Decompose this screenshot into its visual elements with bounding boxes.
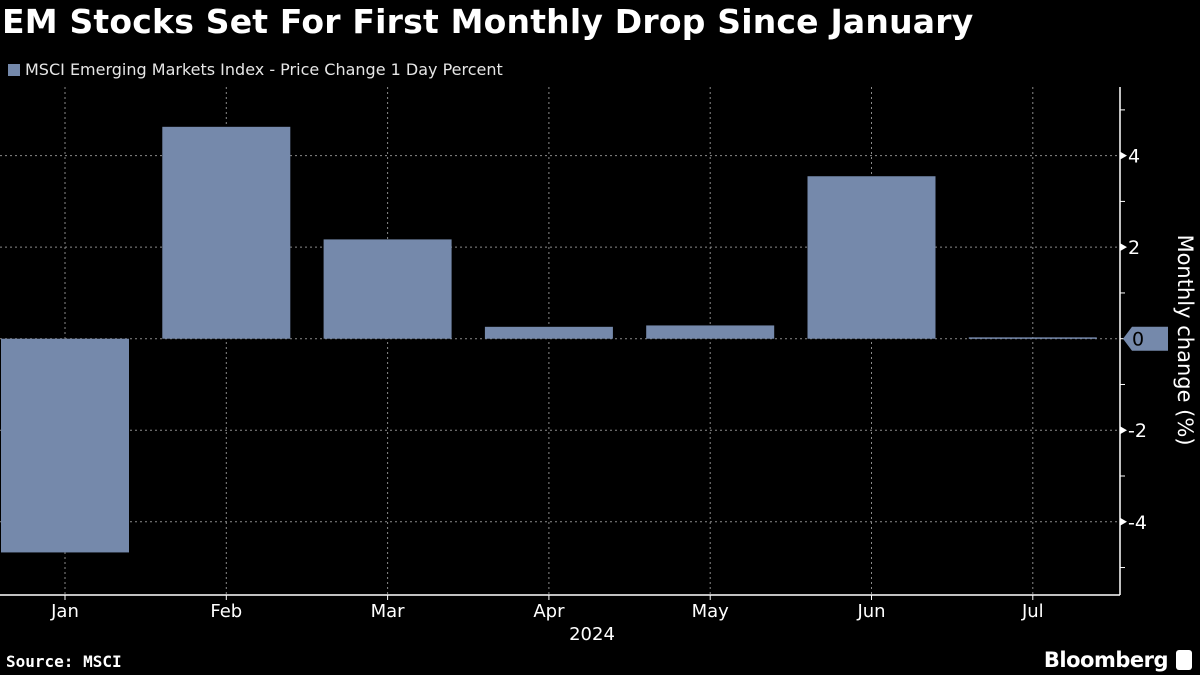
bar-jan: [1, 338, 129, 553]
y-tick-label: -2: [1128, 420, 1147, 442]
bar-apr: [484, 326, 613, 339]
y-axis-label: Monthly change (%): [1173, 234, 1197, 445]
legend-swatch: [8, 63, 20, 76]
bloomberg-chart-icon: [1176, 650, 1192, 670]
x-tick-label: Jan: [50, 601, 79, 622]
chart-title: EM Stocks Set For First Monthly Drop Sin…: [2, 2, 974, 41]
last-value-marker: [1123, 326, 1168, 351]
bar-jun: [807, 176, 936, 339]
source-note: Source: MSCI: [6, 652, 122, 671]
y-tick-label: 2: [1128, 237, 1140, 259]
y-tick-marker: [1120, 426, 1127, 435]
bar-mar: [323, 239, 452, 339]
last-value-label: 0: [1132, 329, 1144, 351]
bloomberg-logo: Bloomberg: [1043, 648, 1169, 672]
x-tick-label: Mar: [371, 601, 406, 622]
y-tick-label: 4: [1128, 146, 1140, 168]
x-tick-label: May: [692, 601, 730, 622]
legend: MSCI Emerging Markets Index - Price Chan…: [8, 60, 503, 79]
y-tick-label: -4: [1128, 512, 1147, 534]
legend-label: MSCI Emerging Markets Index - Price Chan…: [25, 60, 503, 79]
x-tick-label: Jun: [856, 601, 885, 622]
y-tick-marker: [1120, 517, 1127, 526]
x-axis-label: 2024: [569, 624, 615, 645]
y-tick-marker: [1120, 243, 1127, 252]
bar-feb: [162, 126, 291, 339]
y-tick-marker: [1120, 151, 1127, 160]
x-tick-label: Jul: [1021, 601, 1044, 622]
bar-jul: [968, 337, 1097, 339]
x-tick-label: Apr: [533, 601, 565, 622]
x-tick-label: Feb: [210, 601, 242, 622]
bar-may: [646, 325, 775, 339]
